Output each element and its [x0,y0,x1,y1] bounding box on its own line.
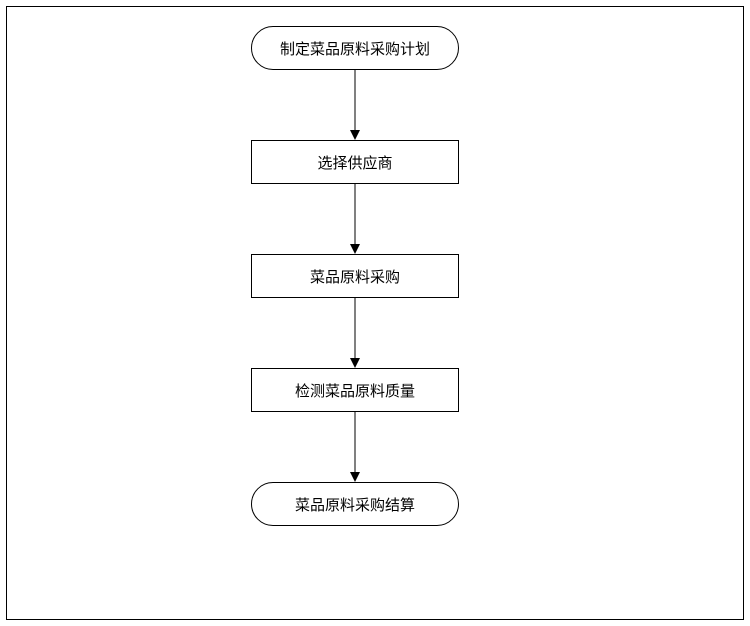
node-label: 选择供应商 [317,152,392,173]
node-purchase: 菜品原料采购 [251,254,459,298]
node-label: 制定菜品原料采购计划 [280,38,430,59]
node-label: 菜品原料采购结算 [295,494,415,515]
node-plan: 制定菜品原料采购计划 [251,26,459,70]
node-settlement: 菜品原料采购结算 [251,482,459,526]
diagram-canvas: 制定菜品原料采购计划 选择供应商 菜品原料采购 检测菜品原料质量 菜品原料采购结… [0,0,750,626]
node-supplier: 选择供应商 [251,140,459,184]
node-label: 检测菜品原料质量 [295,380,415,401]
diagram-frame [6,6,744,620]
node-label: 菜品原料采购 [310,266,400,287]
node-quality: 检测菜品原料质量 [251,368,459,412]
